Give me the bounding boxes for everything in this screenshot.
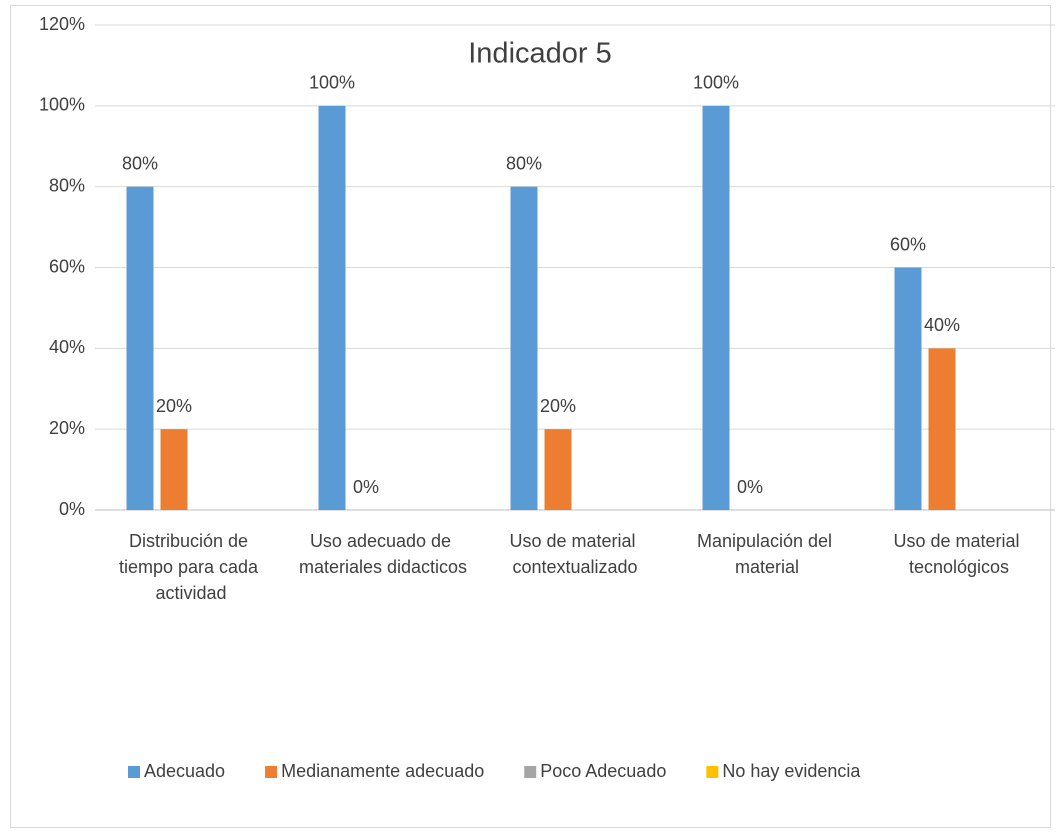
y-tick-label: 0% — [59, 499, 85, 519]
legend-swatch — [524, 766, 537, 778]
data-label: 60% — [890, 234, 926, 254]
x-tick-label: Uso adecuado de materiales didacticos — [299, 531, 467, 577]
bar — [544, 429, 572, 510]
x-tick-label: Uso de material tecnológicos — [893, 531, 1024, 577]
y-tick-label: 120% — [39, 14, 85, 34]
legend-label: Adecuado — [144, 761, 225, 781]
data-label: 80% — [122, 153, 158, 173]
x-tick-label: Manipulación del material — [697, 531, 837, 577]
data-label: 20% — [540, 396, 576, 416]
y-tick-label: 60% — [49, 256, 85, 276]
legend-label: Poco Adecuado — [540, 761, 666, 781]
y-tick-label: 40% — [49, 337, 85, 357]
bar — [510, 186, 538, 510]
bar — [702, 105, 730, 510]
legend-label: Medianamente adecuado — [281, 761, 484, 781]
bar — [160, 429, 188, 510]
chart-title: Indicador 5 — [468, 38, 612, 70]
bar — [894, 267, 922, 510]
legend-swatch — [128, 766, 140, 778]
data-label: 0% — [353, 477, 379, 497]
y-tick-label: 100% — [39, 95, 85, 115]
data-label: 80% — [506, 153, 542, 173]
y-tick-label: 80% — [49, 175, 85, 195]
bar — [126, 186, 154, 510]
data-label: 40% — [924, 315, 960, 335]
legend-swatch — [265, 766, 278, 778]
data-label: 0% — [737, 477, 763, 497]
legend-swatch — [706, 766, 719, 778]
bar — [318, 105, 346, 510]
bar — [928, 348, 956, 510]
data-label: 100% — [309, 73, 355, 93]
data-label: 100% — [693, 73, 739, 93]
x-tick-label: Distribución de tiempo para cada activid… — [119, 531, 263, 603]
legend-label: No hay evidencia — [722, 761, 861, 781]
data-label: 20% — [156, 396, 192, 416]
y-tick-label: 20% — [49, 418, 85, 438]
x-tick-label: Uso de material contextualizado — [509, 531, 640, 577]
